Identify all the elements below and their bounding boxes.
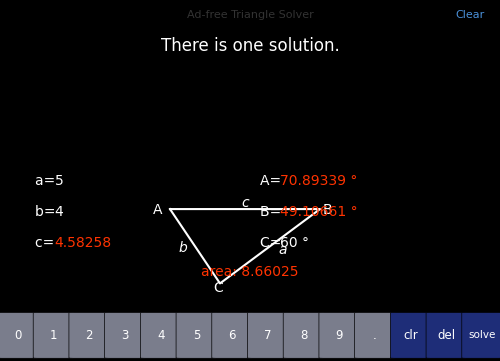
Text: 0: 0 [14, 329, 22, 342]
FancyBboxPatch shape [176, 312, 217, 358]
FancyBboxPatch shape [140, 312, 181, 358]
Text: c: c [241, 196, 249, 210]
Text: 5: 5 [54, 174, 64, 188]
Text: clr: clr [404, 329, 418, 342]
Text: 2: 2 [86, 329, 93, 342]
Text: A=: A= [260, 174, 285, 188]
Text: b=: b= [35, 205, 60, 219]
Text: 7: 7 [264, 329, 272, 342]
FancyBboxPatch shape [69, 312, 110, 358]
Text: solve: solve [468, 330, 496, 340]
Text: area: 8.66025: area: 8.66025 [201, 265, 299, 279]
FancyBboxPatch shape [283, 312, 324, 358]
Text: 4: 4 [54, 205, 64, 219]
FancyBboxPatch shape [354, 312, 396, 358]
Text: B: B [322, 204, 332, 217]
FancyBboxPatch shape [248, 312, 288, 358]
Text: 70.89339 °: 70.89339 ° [280, 174, 357, 188]
Text: b: b [178, 242, 187, 255]
Text: 8: 8 [300, 329, 308, 342]
Text: 3: 3 [122, 329, 128, 342]
Text: a=: a= [35, 174, 59, 188]
Text: del: del [438, 329, 456, 342]
Text: a: a [278, 243, 287, 257]
Text: 1: 1 [50, 329, 58, 342]
Text: Clear: Clear [456, 10, 485, 21]
Text: 49.10661 °: 49.10661 ° [280, 205, 357, 219]
Text: A: A [153, 204, 162, 217]
Text: .: . [373, 329, 377, 342]
FancyBboxPatch shape [0, 312, 38, 358]
Text: 4.58258: 4.58258 [54, 236, 112, 250]
Text: C: C [213, 282, 223, 295]
FancyBboxPatch shape [33, 312, 74, 358]
FancyBboxPatch shape [104, 312, 146, 358]
FancyBboxPatch shape [212, 312, 252, 358]
FancyBboxPatch shape [390, 312, 431, 358]
Text: 5: 5 [192, 329, 200, 342]
Text: There is one solution.: There is one solution. [160, 36, 340, 55]
FancyBboxPatch shape [319, 312, 360, 358]
Text: B=: B= [260, 205, 285, 219]
Text: 9: 9 [336, 329, 343, 342]
Text: Ad-free Triangle Solver: Ad-free Triangle Solver [186, 10, 314, 21]
Text: 4: 4 [157, 329, 164, 342]
FancyBboxPatch shape [462, 312, 500, 358]
FancyBboxPatch shape [426, 312, 467, 358]
Text: c=: c= [35, 236, 58, 250]
Text: 6: 6 [228, 329, 236, 342]
Text: 60 °: 60 ° [280, 236, 308, 250]
Text: C=: C= [260, 236, 286, 250]
